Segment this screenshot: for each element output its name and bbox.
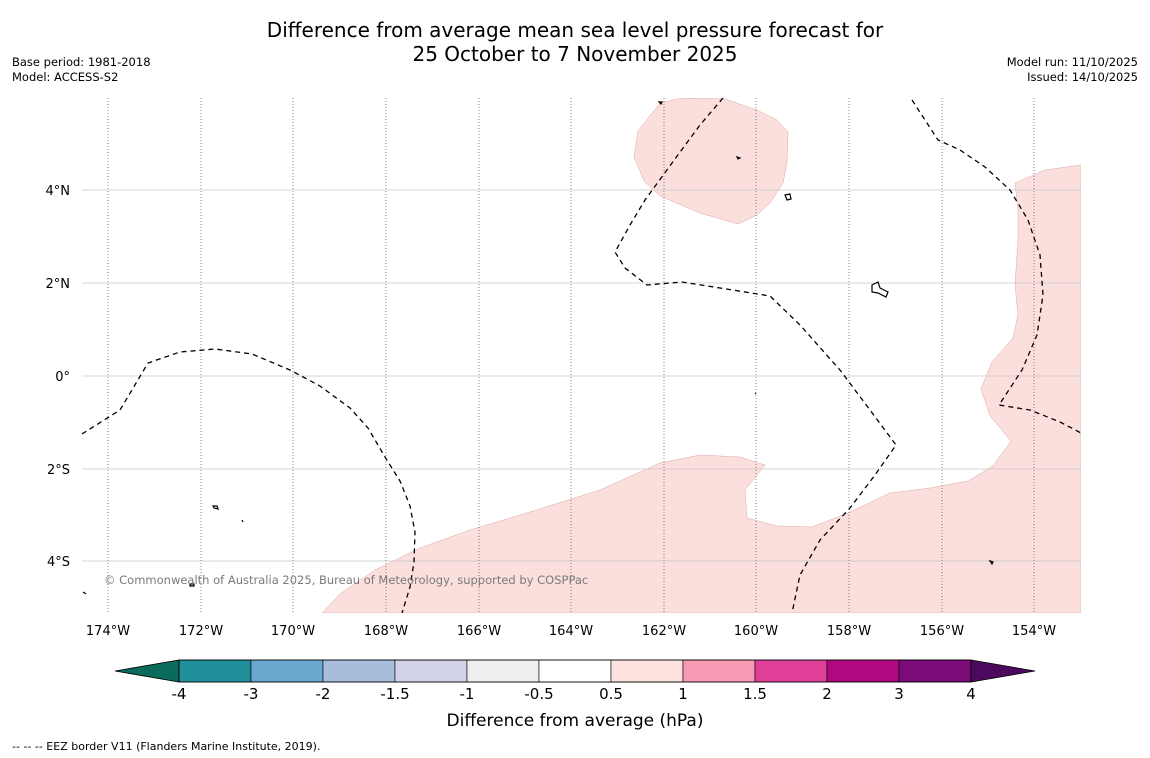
colorbar-bin (754, 659, 828, 683)
colorbar-tick: -1 (460, 685, 475, 703)
eez-borders (82, 98, 1081, 613)
model-run: Model run: 11/10/2025 (1006, 55, 1138, 69)
lon-gridlines (107, 98, 1035, 613)
islands (82, 101, 994, 595)
colorbar-bin (898, 659, 972, 683)
island-1 (784, 193, 792, 201)
colorbar-tick: 3 (894, 685, 904, 703)
lat-label-2s: 2°S (47, 463, 70, 478)
colorbar-bin (682, 659, 756, 683)
lon-label-174w: 174°W (86, 624, 130, 639)
base-period: Base period: 1981-2018 (12, 55, 151, 69)
lat-label-4s: 4°S (47, 555, 70, 570)
colorbar-bin (250, 659, 324, 683)
map-title-line1: Difference from average mean sea level p… (266, 18, 884, 42)
map-title-line2: 25 October to 7 November 2025 (412, 42, 738, 66)
meta-left: Base period: 1981-2018 Model: ACCESS-S2 (12, 55, 151, 85)
lat-label-4n: 4°N (46, 184, 71, 199)
lon-labels: 174°W 172°W 170°W 168°W 166°W 164°W 162°… (86, 624, 1056, 639)
model-name: Model: ACCESS-S2 (12, 70, 119, 84)
island-9 (754, 392, 757, 395)
island-4 (189, 583, 195, 587)
colorbar-bin (610, 659, 684, 683)
colorbar-bins (178, 659, 972, 683)
colorbar-tick: -0.5 (524, 685, 553, 703)
colorbar-ticks: -4 -3 -2 -1.5 -1 -0.5 0.5 1 1.5 2 3 4 (172, 685, 976, 703)
eez-border-central (614, 98, 897, 613)
colorbar-tick: 1 (678, 685, 688, 703)
island-6 (657, 101, 663, 106)
colorbar-tick: -1.5 (380, 685, 409, 703)
colorbar: -4 -3 -2 -1.5 -1 -0.5 0.5 1 1.5 2 3 4 Di… (114, 659, 1036, 731)
colorbar-tick: 1.5 (743, 685, 767, 703)
map-title: Difference from average mean sea level p… (0, 18, 1150, 66)
lon-label-158w: 158°W (827, 624, 871, 639)
lon-label-160w: 160°W (734, 624, 778, 639)
lon-label-164w: 164°W (549, 624, 593, 639)
island-5 (988, 559, 994, 566)
lon-label-162w: 162°W (642, 624, 686, 639)
copyright-text: © Commonwealth of Australia 2025, Bureau… (104, 573, 588, 587)
eez-border-east (911, 99, 1081, 434)
colorbar-tick: -4 (172, 685, 187, 703)
island-10 (82, 591, 87, 595)
colorbar-outline (178, 659, 972, 683)
colorbar-tick: 0.5 (599, 685, 623, 703)
colorbar-bin (322, 659, 396, 683)
island-3 (212, 505, 219, 510)
lon-label-166w: 166°W (457, 624, 501, 639)
colorbar-bin (538, 659, 612, 683)
meta-right: Model run: 11/10/2025 Issued: 14/10/2025 (1007, 55, 1138, 85)
island-7 (735, 155, 742, 160)
lon-label-154w: 154°W (1012, 624, 1056, 639)
colorbar-label: Difference from average (hPa) (447, 711, 704, 731)
colorbar-bin (466, 659, 540, 683)
map-panel: © Commonwealth of Australia 2025, Bureau… (82, 98, 1081, 613)
eez-legend: -- -- -- EEZ border V11 (Flanders Marine… (12, 740, 321, 753)
lat-labels: 4°N 2°N 0° 2°S 4°S (46, 184, 71, 570)
anomaly-region-east (321, 164, 1081, 613)
colorbar-extend-low (114, 659, 180, 683)
lon-label-170w: 170°W (271, 624, 315, 639)
island-2 (871, 281, 889, 298)
colorbar-bin (178, 659, 252, 683)
lat-label-0: 0° (55, 370, 70, 385)
lon-label-172w: 172°W (179, 624, 223, 639)
lon-label-156w: 156°W (920, 624, 964, 639)
anomaly-region-north (633, 98, 789, 225)
colorbar-bin (826, 659, 900, 683)
colorbar-tick: 2 (822, 685, 832, 703)
issued-date: Issued: 14/10/2025 (1027, 70, 1138, 84)
colorbar-bin (394, 659, 468, 683)
lat-gridlines (82, 189, 1081, 562)
eez-border-west (82, 348, 416, 613)
lon-label-168w: 168°W (364, 624, 408, 639)
colorbar-tick: 4 (966, 685, 976, 703)
colorbar-tick: -2 (316, 685, 331, 703)
lat-label-2n: 2°N (46, 277, 71, 292)
colorbar-extend-high (970, 659, 1036, 683)
island-8 (241, 519, 244, 523)
colorbar-tick: -3 (244, 685, 259, 703)
